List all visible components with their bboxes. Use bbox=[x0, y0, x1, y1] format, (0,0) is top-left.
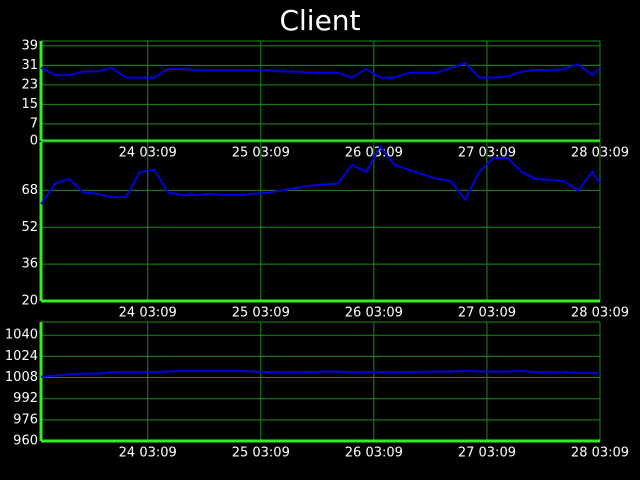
data-line bbox=[40, 61, 601, 79]
x-tick-label: 26 03:09 bbox=[345, 306, 403, 321]
x-tick-label: 24 03:09 bbox=[119, 446, 177, 461]
x-tick-label: 25 03:09 bbox=[232, 306, 290, 321]
x-tick-label: 25 03:09 bbox=[232, 446, 290, 461]
y-tick-label: 31 bbox=[21, 58, 38, 73]
y-tick-label: 68 bbox=[21, 183, 38, 198]
x-tick-label: 27 03:09 bbox=[458, 306, 516, 321]
x-tick-label: 28 03:09 bbox=[571, 306, 629, 321]
x-tick-label: 28 03:09 bbox=[571, 446, 629, 461]
y-tick-label: 39 bbox=[21, 38, 38, 53]
y-tick-label: 1040 bbox=[5, 328, 38, 343]
y-tick-label: 992 bbox=[13, 391, 38, 406]
y-tick-label: 15 bbox=[21, 97, 38, 112]
y-tick-label: 20 bbox=[21, 294, 38, 309]
x-tick-label: 24 03:09 bbox=[119, 306, 177, 321]
y-tick-label: 36 bbox=[21, 257, 38, 272]
y-tick-label: 0 bbox=[30, 134, 38, 149]
chart-title: Client bbox=[279, 4, 360, 37]
y-tick-label: 1008 bbox=[5, 370, 38, 385]
x-tick-label: 27 03:09 bbox=[458, 446, 516, 461]
y-tick-label: 7 bbox=[30, 116, 38, 131]
data-line bbox=[40, 144, 601, 205]
y-tick-label: 976 bbox=[13, 412, 38, 427]
y-tick-label: 52 bbox=[21, 220, 38, 235]
y-tick-label: 960 bbox=[13, 434, 38, 449]
y-tick-label: 23 bbox=[21, 77, 38, 92]
y-tick-label: 1024 bbox=[5, 349, 38, 364]
x-tick-label: 26 03:09 bbox=[345, 446, 403, 461]
data-line bbox=[40, 369, 601, 378]
